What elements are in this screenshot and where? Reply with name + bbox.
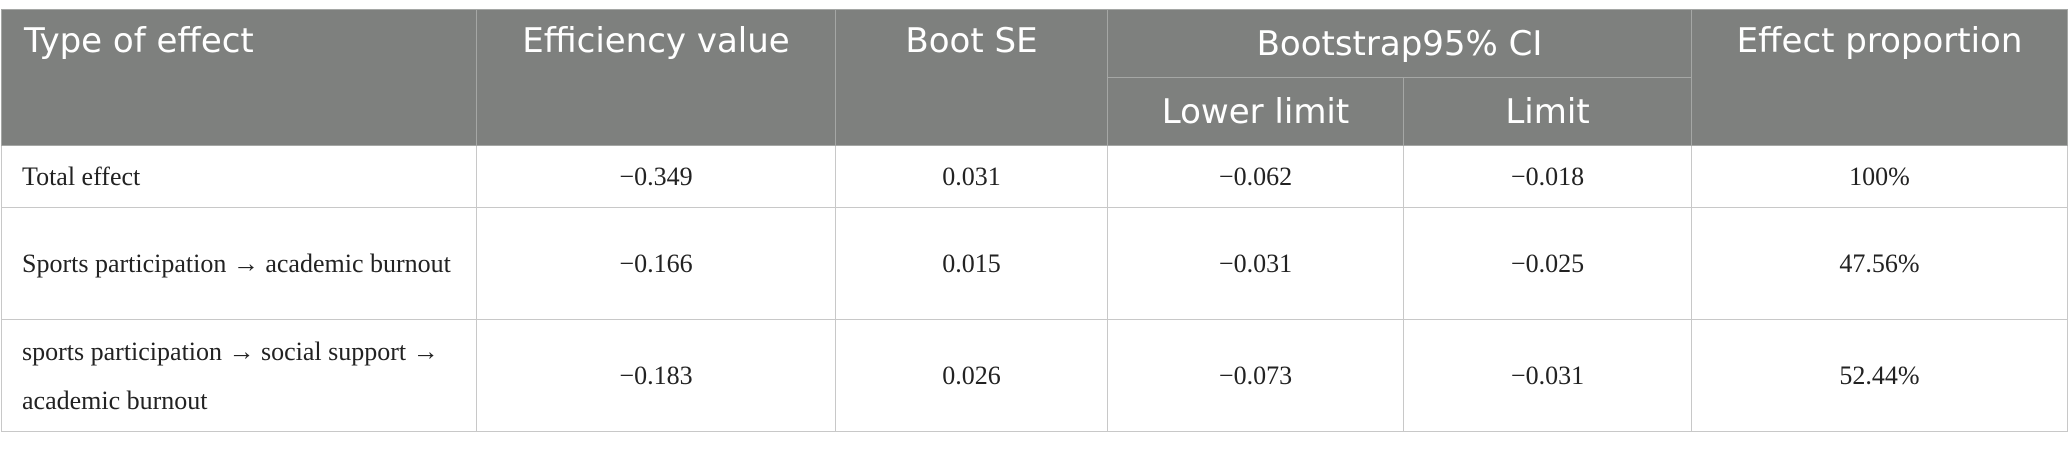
header-row: Type of effect Efficiency value Boot SE … <box>1 9 2068 146</box>
cell-boot-se: 0.031 <box>835 145 1108 208</box>
header-lower-limit: Lower limit <box>1107 77 1404 146</box>
cell-proportion: 100% <box>1691 145 2068 208</box>
header-bootstrap-ci: Bootstrap95% CI <box>1106 9 1693 78</box>
cell-efficiency: −0.349 <box>476 145 836 208</box>
cell-type: Sports participation → academic burnout <box>1 207 477 320</box>
cell-boot-se: 0.015 <box>835 207 1108 320</box>
cell-lower-limit: −0.062 <box>1107 145 1404 208</box>
subheader-row: Lower limit Limit <box>2 77 2068 146</box>
cell-limit: −0.031 <box>1402 319 1693 432</box>
cell-boot-se: 0.026 <box>835 319 1108 432</box>
header-limit: Limit <box>1402 77 1693 146</box>
table-row: sports participation → social support → … <box>1 319 2068 432</box>
cell-proportion: 47.56% <box>1691 207 2068 320</box>
table-row: Sports participation → academic burnout … <box>1 207 2068 320</box>
table-row: Total effect −0.349 0.031 −0.062 −0.018 … <box>1 145 2068 208</box>
cell-lower-limit: −0.031 <box>1107 207 1404 320</box>
cell-efficiency: −0.166 <box>476 207 836 320</box>
cell-proportion: 52.44% <box>1691 319 2068 432</box>
header-effect-proportion: Effect proportion <box>1691 9 2068 146</box>
cell-lower-limit: −0.073 <box>1107 319 1404 432</box>
cell-efficiency: −0.183 <box>476 319 836 432</box>
cell-type: Total effect <box>1 145 477 208</box>
cell-type: sports participation → social support → … <box>1 319 477 432</box>
cell-limit: −0.018 <box>1402 145 1693 208</box>
header-efficiency-value: Efficiency value <box>476 9 836 146</box>
mediation-effect-table: Type of effect Efficiency value Boot SE … <box>1 9 2068 432</box>
header-type-of-effect: Type of effect <box>1 9 477 146</box>
cell-limit: −0.025 <box>1402 207 1693 320</box>
header-boot-se: Boot SE <box>835 9 1108 146</box>
